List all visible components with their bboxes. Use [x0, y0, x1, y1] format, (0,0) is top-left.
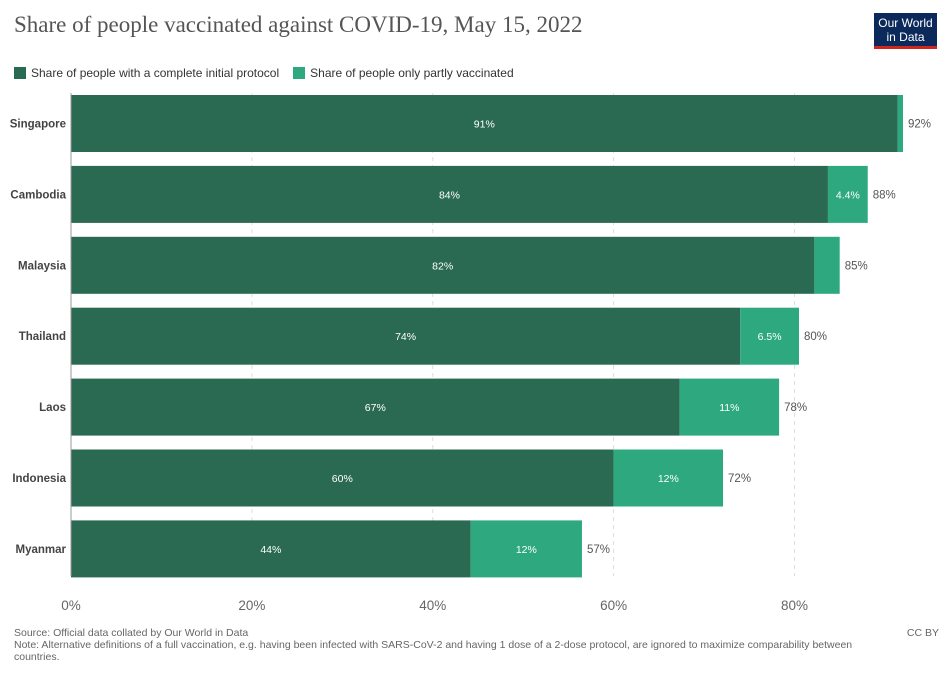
data-label-malaysia-complete: 82% — [432, 260, 453, 272]
data-label-thailand-complete: 74% — [395, 331, 416, 343]
category-label-myanmar: Myanmar — [16, 544, 67, 556]
bar-malaysia-partial — [814, 236, 840, 294]
note-text: Note: Alternative definitions of a full … — [14, 639, 853, 663]
category-label-laos: Laos — [39, 402, 66, 414]
x-tick-label-20: 20% — [238, 598, 265, 613]
total-label-indonesia: 72% — [728, 473, 751, 485]
data-label-myanmar-partial: 12% — [516, 544, 537, 556]
total-label-thailand: 80% — [804, 331, 827, 343]
category-label-indonesia: Indonesia — [12, 473, 66, 485]
data-label-myanmar-complete: 44% — [260, 544, 281, 556]
legend-item-partial[interactable]: Share of people only partly vaccinated — [293, 66, 514, 80]
category-label-thailand: Thailand — [19, 331, 66, 343]
bar-thailand-partial — [740, 307, 799, 365]
license-link[interactable]: CC BY — [906, 627, 939, 639]
bar-laos-partial — [679, 378, 780, 436]
bar-myanmar-complete — [71, 520, 471, 578]
source-text: Source: Official data collated by Our Wo… — [14, 627, 249, 639]
legend-label-partial: Share of people only partly vaccinated — [310, 66, 514, 80]
total-label-laos: 78% — [784, 402, 807, 414]
x-tick-label-0: 0% — [61, 598, 81, 613]
x-tick-label-60: 60% — [600, 598, 627, 613]
bar-singapore-complete — [71, 95, 898, 152]
bar-indonesia-complete — [71, 449, 614, 507]
data-label-indonesia-complete: 60% — [332, 473, 353, 485]
bar-indonesia-partial — [613, 449, 724, 507]
bar-singapore-partial — [897, 95, 903, 152]
x-tick-label-80: 80% — [781, 598, 808, 613]
bar-myanmar-partial — [470, 520, 582, 578]
chart-legend: Share of people with a complete initial … — [14, 66, 528, 80]
bar-laos-complete — [71, 378, 680, 436]
logo-line-2: in Data — [886, 30, 925, 44]
legend-swatch-complete — [14, 67, 26, 79]
total-label-malaysia: 85% — [845, 260, 868, 272]
bar-cambodia-complete — [71, 165, 828, 223]
chart-footer: Source: Official data collated by Our Wo… — [14, 627, 939, 663]
owid-logo[interactable]: Our World in Data — [874, 13, 937, 49]
total-label-myanmar: 57% — [587, 544, 610, 556]
bar-malaysia-complete — [71, 236, 815, 294]
data-label-cambodia-complete: 84% — [439, 189, 460, 201]
chart-title: Share of people vaccinated against COVID… — [14, 12, 583, 37]
data-label-indonesia-partial: 12% — [658, 473, 679, 485]
total-label-singapore: 92% — [908, 119, 931, 131]
legend-item-complete[interactable]: Share of people with a complete initial … — [14, 66, 279, 80]
bar-thailand-complete — [71, 307, 741, 365]
data-label-laos-partial: 11% — [719, 402, 739, 414]
legend-swatch-partial — [293, 67, 306, 79]
x-tick-label-40: 40% — [419, 598, 446, 613]
logo-line-1: Our World — [878, 16, 933, 30]
total-label-cambodia: 88% — [873, 189, 896, 201]
category-label-cambodia: Cambodia — [10, 189, 66, 201]
data-label-singapore-complete: 91% — [474, 119, 495, 131]
category-label-singapore: Singapore — [10, 119, 66, 131]
bar-chart: 0% 20% 40% 60% 80% Singapore 91% 92% Cambodia 84%… — [10, 93, 931, 613]
category-label-malaysia: Malaysia — [18, 260, 67, 272]
legend-label-complete: Share of people with a complete initial … — [31, 66, 280, 80]
data-label-thailand-partial: 6.5% — [758, 331, 782, 343]
bar-cambodia-partial — [827, 165, 868, 223]
data-label-laos-complete: 67% — [365, 402, 386, 414]
data-label-cambodia-partial: 4.4% — [836, 189, 860, 201]
